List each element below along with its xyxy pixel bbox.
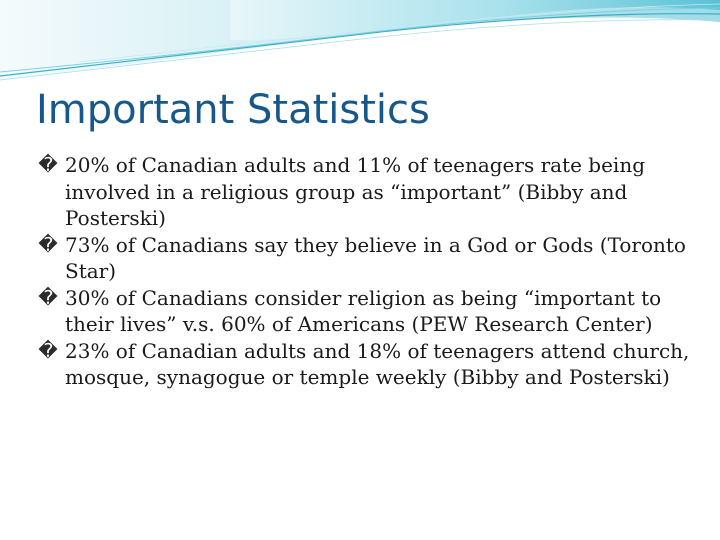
bullet-item: � 73% of Canadians say they believe in a…	[34, 232, 694, 285]
wave-line-1	[0, 13, 720, 77]
header-wave-decoration	[0, 0, 720, 81]
bullet-item: � 23% of Canadian adults and 18% of teen…	[34, 338, 694, 391]
wave-line-4	[79, 3, 720, 63]
bullet-item: � 20% of Canadian adults and 11% of teen…	[34, 152, 694, 232]
bullet-marker-icon: �	[38, 154, 58, 176]
bullet-text: 73% of Canadians say they believe in a G…	[65, 232, 686, 284]
bullet-list: � 20% of Canadian adults and 11% of teen…	[34, 152, 694, 391]
bullet-text: 20% of Canadian adults and 11% of teenag…	[65, 153, 646, 230]
bullet-marker-icon: �	[38, 339, 58, 362]
bullet-marker-icon: �	[38, 233, 58, 256]
wave-band-back	[0, 0, 720, 80]
bullet-text: 23% of Canadian adults and 18% of teenag…	[65, 338, 690, 390]
bullet-marker-icon: �	[38, 286, 58, 309]
bullet-item: � 30% of Canadians consider religion as …	[34, 285, 694, 338]
wave-band-front	[230, 0, 720, 40]
slide-title: Important Statistics	[36, 87, 430, 133]
wave-line-2	[0, 7, 720, 73]
bullet-text: 30% of Canadians consider religion as be…	[65, 285, 662, 337]
